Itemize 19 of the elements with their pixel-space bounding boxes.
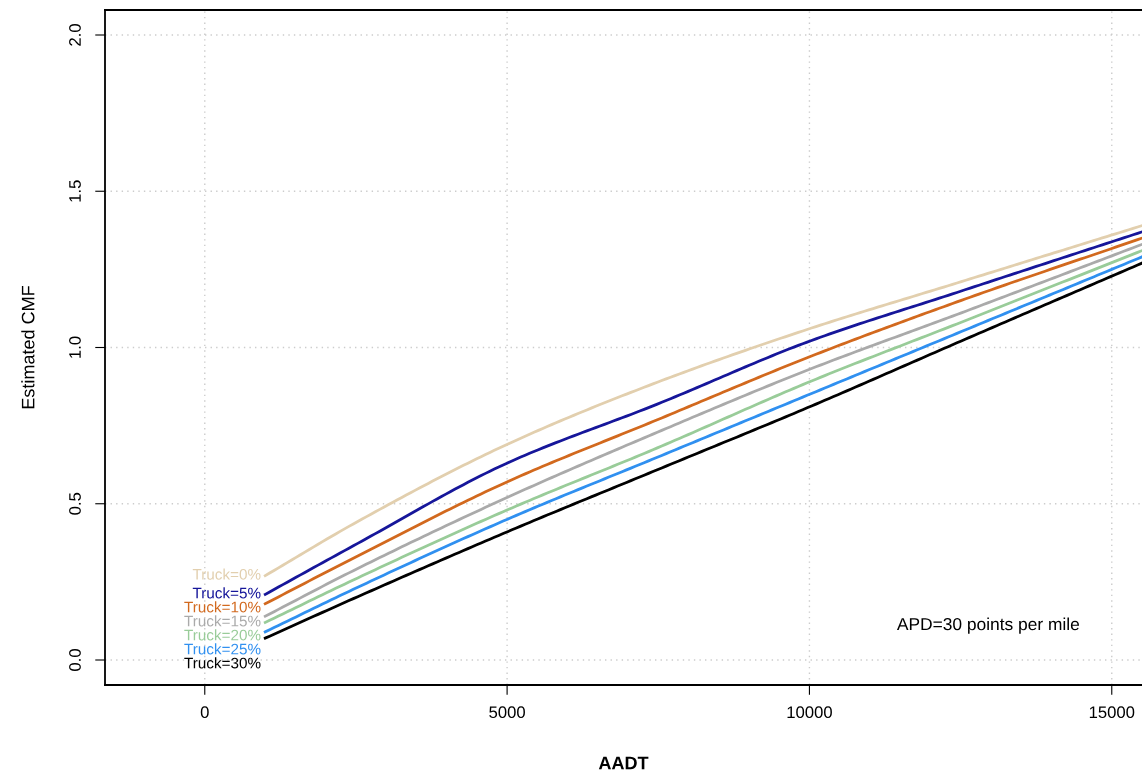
series-label: Truck=15% [184,615,261,627]
annotation: APD=30 points per mile [896,617,1080,634]
x-tick-label: 15000 [1089,706,1135,719]
series-label: Truck=30% [184,657,261,669]
y-tick-label: 2.0 [69,24,81,46]
y-tick-label: 0.5 [69,492,81,515]
series-label: Truck=25% [184,643,261,655]
series-label: Truck=10% [184,601,261,613]
x-tick-label: 0 [200,706,209,719]
x-tick-label: 5000 [489,706,525,719]
y-tick-label: 1.0 [69,336,81,358]
y-tick-label: 1.5 [69,180,81,202]
series-label: Truck=5% [192,587,261,599]
x-tick-label: 10000 [787,706,832,719]
series-label: Truck=0% [192,568,261,580]
x-axis-title: AADT [598,756,649,770]
y-tick-label: 0.0 [69,649,81,671]
y-axis-title: Estimated CMF [21,286,35,409]
series-label: Truck=20% [184,629,261,641]
